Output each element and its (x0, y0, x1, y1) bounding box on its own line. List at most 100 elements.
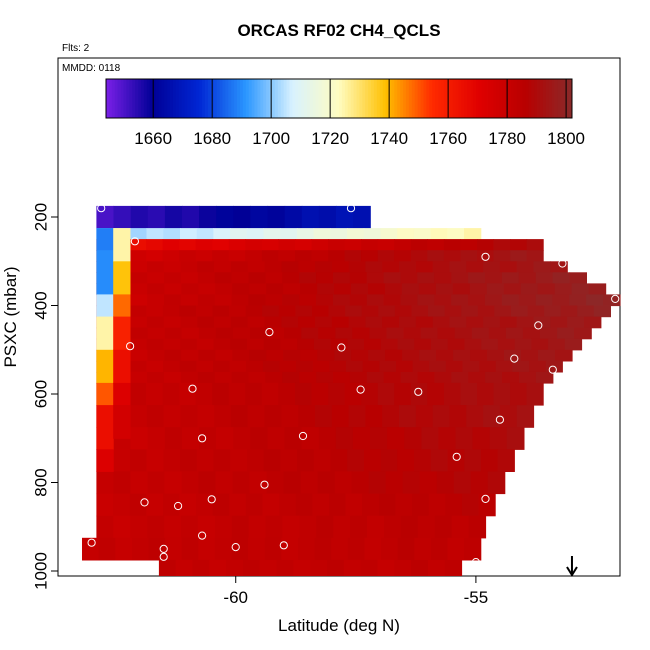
heatmap-cell (412, 360, 430, 373)
heatmap-cell (368, 471, 387, 495)
data-point (231, 543, 240, 552)
heatmap-cell (394, 305, 413, 318)
heatmap-cell (283, 471, 302, 495)
heatmap-cell (518, 272, 537, 284)
heatmap-cell (197, 294, 216, 307)
heatmap-cell (510, 382, 528, 406)
heatmap-cell (506, 427, 525, 450)
heatmap-cell (147, 205, 166, 229)
colorbar-tick-label: 1760 (429, 129, 467, 148)
heatmap-cell (163, 338, 181, 351)
heatmap-cell (432, 316, 451, 329)
heatmap-cell (429, 360, 447, 373)
heatmap-cell (209, 559, 227, 576)
heatmap-cell (280, 228, 298, 240)
x-axis: -60 -55 (223, 576, 488, 607)
heatmap-cell (262, 493, 280, 517)
colorbar-segment (140, 79, 145, 118)
heatmap-edge-cell (113, 261, 131, 295)
heatmap-cell (297, 449, 315, 472)
heatmap-cell (397, 228, 415, 240)
heatmap-cell (428, 305, 446, 318)
colorbar-segment (420, 79, 424, 118)
heatmap-cell (197, 272, 216, 284)
colorbar-segment (371, 79, 375, 118)
heatmap-cell (454, 327, 473, 340)
colorbar-segment (263, 79, 267, 118)
colorbar-segment (464, 79, 468, 118)
heatmap-cell (415, 316, 434, 329)
heatmap-cell (400, 294, 418, 307)
heatmap-cell (195, 250, 213, 262)
heatmap-cell (314, 537, 332, 561)
heatmap-cell (330, 449, 348, 472)
heatmap-cell (461, 305, 479, 318)
heatmap-cell (331, 405, 350, 428)
heatmap-cell (162, 239, 180, 251)
data-point (298, 431, 308, 441)
heatmap-cell (593, 305, 611, 318)
heatmap-cell (410, 239, 428, 251)
data-point (356, 385, 365, 394)
heatmap-cell (180, 272, 199, 284)
heatmap-cell (394, 559, 412, 576)
heatmap-cell (130, 283, 148, 296)
colorbar-segment (298, 79, 302, 118)
heatmap-cell (282, 515, 300, 539)
heatmap-cell (130, 272, 148, 284)
heatmap-cell (266, 349, 284, 362)
heatmap-cell (316, 371, 334, 384)
colorbar-segment (149, 79, 153, 118)
colorbar-segment (138, 79, 142, 118)
heatmap-cell (477, 239, 495, 251)
arrow-head (566, 566, 578, 577)
heatmap-cell (197, 371, 216, 384)
heatmap-cell (147, 515, 165, 539)
heatmap-cell (264, 537, 282, 561)
heatmap-cell (449, 261, 467, 273)
heatmap-cell (382, 261, 400, 273)
colorbar-segment (222, 79, 226, 118)
heatmap-cell (179, 382, 197, 406)
colorbar-segment (537, 79, 541, 118)
data-point (260, 480, 269, 489)
heatmap-cell (400, 272, 418, 284)
y-tick-label: 800 (31, 468, 50, 496)
heatmap-cell (250, 205, 269, 229)
heatmap-edge-cell (113, 228, 131, 262)
data-point (452, 452, 461, 461)
heatmap-cell (432, 261, 451, 273)
heatmap-cell (148, 537, 166, 561)
heatmap-cell (410, 250, 428, 262)
heatmap-cell (510, 305, 529, 318)
heatmap-cell (195, 239, 213, 251)
heatmap-cell (380, 228, 398, 240)
colorbar-segment (301, 79, 305, 118)
heatmap-cell (196, 338, 215, 351)
heatmap-cell (263, 338, 281, 351)
colorbar-segment (172, 79, 177, 118)
heatmap-cell (146, 449, 164, 472)
heatmap-cell (162, 493, 181, 517)
colorbar-segment (321, 79, 325, 118)
heatmap-cell (330, 228, 348, 240)
colorbar-segment (510, 79, 515, 118)
data-point (140, 498, 149, 507)
colorbar-segment (237, 79, 241, 118)
heatmap-cell (228, 239, 246, 251)
heatmap-cell (399, 405, 417, 428)
colorbar-segment (484, 79, 488, 118)
colorbar-segment (143, 79, 148, 118)
heatmap-cell (214, 371, 233, 384)
y-axis-label: PSXC (mbar) (1, 266, 20, 367)
heatmap-cell (301, 327, 319, 340)
heatmap-cell (427, 559, 446, 576)
heatmap-cell (130, 405, 148, 428)
colorbar-segment (522, 79, 526, 118)
heatmap-cell (417, 371, 435, 384)
data-point (471, 558, 480, 567)
colorbar-segment (178, 79, 183, 118)
heatmap-cell (436, 349, 454, 362)
heatmap-cell (265, 515, 284, 539)
heatmap-cell (317, 471, 336, 495)
